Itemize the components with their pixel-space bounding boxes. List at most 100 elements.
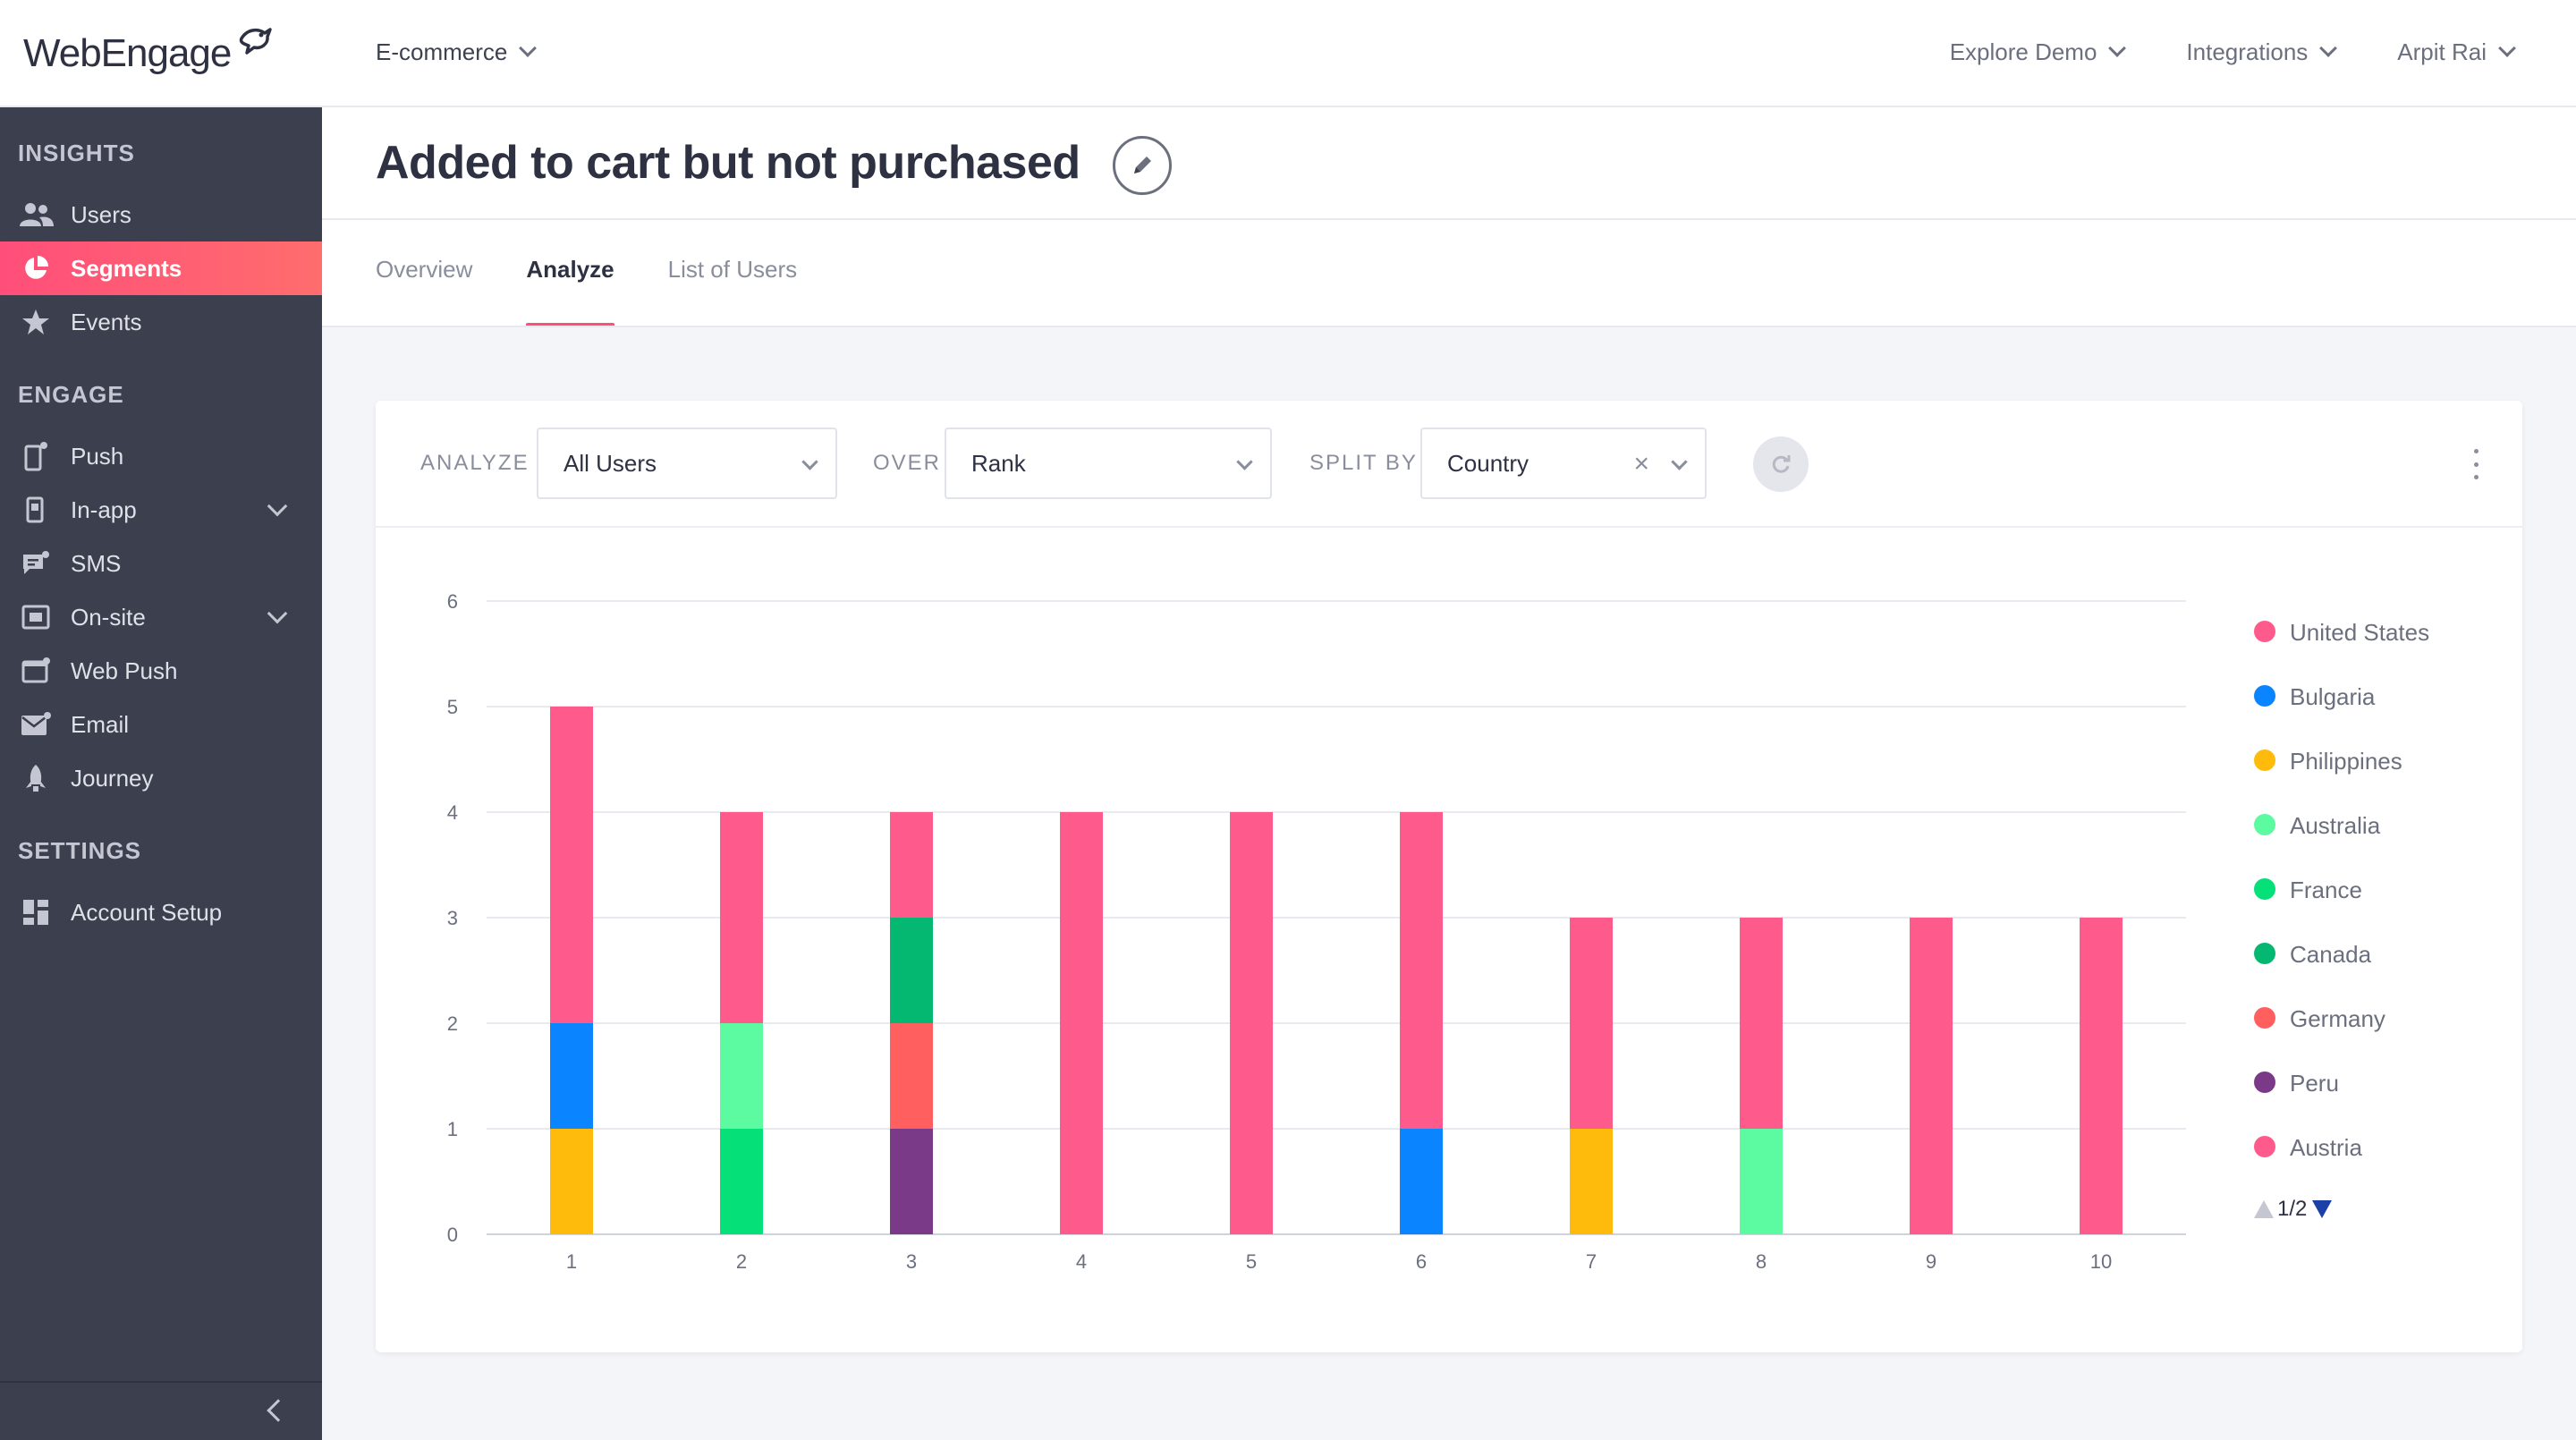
sidebar-item-on-site[interactable]: On-site	[0, 590, 322, 644]
user-menu[interactable]: Arpit Rai	[2397, 38, 2516, 66]
legend-item[interactable]: Canada	[2254, 934, 2487, 998]
bar-segment[interactable]	[1740, 918, 1783, 1129]
sidebar-item-label: Web Push	[71, 656, 178, 684]
logo-text: WebEngage	[23, 31, 232, 75]
split-by-select[interactable]: Country ×	[1420, 428, 1707, 499]
bar-segment[interactable]	[550, 1129, 593, 1234]
sidebar-item-label: Events	[71, 308, 142, 335]
sidebar-item-segments[interactable]: Segments	[0, 241, 322, 295]
bar-segment[interactable]	[890, 812, 933, 918]
sidebar-item-label: Account Setup	[71, 898, 223, 926]
rocket-icon	[18, 760, 54, 796]
analyze-select[interactable]: All Users	[537, 428, 837, 499]
sidebar-item-label: In-app	[71, 496, 137, 523]
sidebar-item-users[interactable]: Users	[0, 188, 322, 241]
stacked-bar-chart: 0 1 2 3 4 5 6 1 2 3 4 5 6 7 8 9 10	[447, 590, 2186, 1273]
sidebar-item-journey[interactable]: Journey	[0, 751, 322, 805]
bar-segment[interactable]	[1230, 812, 1273, 1234]
analyze-card: ANALYZE All Users OVER Rank SPLIT BY Cou…	[376, 401, 2522, 1352]
legend-item[interactable]: Germany	[2254, 998, 2487, 1063]
x-tick-label: 5	[1246, 1250, 1257, 1273]
legend-label: Bulgaria	[2290, 683, 2376, 710]
chevron-down-icon	[2319, 39, 2338, 57]
bar-segment[interactable]	[720, 812, 763, 1023]
header-divider	[322, 218, 2576, 220]
dashboard-icon	[18, 894, 54, 930]
explore-demo-menu[interactable]: Explore Demo	[1950, 38, 2127, 66]
tab-overview[interactable]: Overview	[376, 256, 473, 283]
bar-segment[interactable]	[1400, 1129, 1443, 1234]
page-title: Added to cart but not purchased	[376, 137, 1080, 189]
bar-segment[interactable]	[1400, 812, 1443, 1129]
pencil-icon	[1134, 157, 1151, 174]
bar-segment[interactable]	[720, 1023, 763, 1129]
legend-item[interactable]: Australia	[2254, 805, 2487, 869]
legend-item[interactable]: France	[2254, 869, 2487, 934]
chevron-down-icon[interactable]	[267, 603, 288, 624]
tab-list-of-users[interactable]: List of Users	[667, 256, 798, 283]
over-select[interactable]: Rank	[945, 428, 1272, 499]
segment-tabs: Overview Analyze List of Users	[376, 220, 851, 327]
legend-next-page-icon[interactable]	[2312, 1200, 2333, 1218]
legend-item[interactable]: United States	[2254, 612, 2487, 676]
legend-item[interactable]: Philippines	[2254, 741, 2487, 805]
edit-segment-button[interactable]	[1113, 136, 1172, 195]
bar-segment[interactable]	[890, 1023, 933, 1129]
legend-item[interactable]: Greece	[2254, 1191, 2487, 1195]
page-header: Added to cart but not purchased Overview…	[322, 107, 2576, 327]
sidebar-item-label: Segments	[71, 254, 182, 282]
bar-segment[interactable]	[550, 1023, 593, 1129]
more-options-icon[interactable]	[2472, 449, 2479, 479]
users-icon	[18, 197, 54, 233]
x-tick-label: 8	[1756, 1250, 1767, 1273]
integrations-menu[interactable]: Integrations	[2186, 38, 2338, 66]
legend-item[interactable]: Peru	[2254, 1063, 2487, 1127]
bar-segment[interactable]	[2080, 918, 2123, 1234]
legend-swatch	[2254, 685, 2275, 707]
chevron-down-icon	[519, 39, 538, 57]
bar-segment[interactable]	[1740, 1129, 1783, 1234]
sidebar-item-email[interactable]: Email	[0, 698, 322, 751]
clear-icon[interactable]: ×	[1633, 449, 1649, 479]
bar-segment[interactable]	[720, 1129, 763, 1234]
sidebar-item-label: Push	[71, 442, 124, 470]
sidebar-item-push[interactable]: Push	[0, 429, 322, 483]
workspace-dropdown[interactable]: E-commerce	[376, 34, 538, 70]
bar-segment[interactable]	[550, 707, 593, 1023]
y-tick-label: 3	[447, 907, 458, 929]
legend-swatch	[2254, 878, 2275, 900]
sidebar-section-insights: INSIGHTS	[18, 140, 135, 166]
bar-segment[interactable]	[890, 1129, 933, 1234]
tab-analyze[interactable]: Analyze	[526, 220, 614, 327]
sidebar-item-account-setup[interactable]: Account Setup	[0, 885, 322, 939]
bar-segment[interactable]	[1570, 1129, 1613, 1234]
sidebar-footer	[0, 1381, 322, 1440]
sidebar-item-web-push[interactable]: Web Push	[0, 644, 322, 698]
refresh-button[interactable]	[1753, 436, 1809, 492]
bar-segment[interactable]	[1910, 918, 1953, 1234]
legend-prev-page-icon[interactable]	[2254, 1200, 2274, 1218]
legend-swatch	[2254, 814, 2275, 835]
chevron-down-icon[interactable]	[267, 496, 288, 517]
legend-pager: 1/2	[2254, 1197, 2333, 1222]
user-name-label: Arpit Rai	[2397, 38, 2487, 65]
sidebar-item-sms[interactable]: SMS	[0, 537, 322, 590]
bar-segment[interactable]	[1570, 918, 1613, 1129]
legend-label: Philippines	[2290, 748, 2402, 775]
legend-label: United States	[2290, 619, 2430, 646]
bird-logo-icon	[240, 28, 273, 55]
legend-list: United States Bulgaria Philippines Australi…	[2254, 612, 2487, 1195]
legend-label: Canada	[2290, 941, 2372, 968]
bar-segment[interactable]	[1060, 812, 1103, 1234]
sidebar: INSIGHTS Users Segments Events ENGAGE Pu…	[0, 107, 322, 1440]
sidebar-item-events[interactable]: Events	[0, 295, 322, 349]
bar-segment[interactable]	[890, 918, 933, 1023]
header-bottom-border	[322, 326, 2576, 327]
webengage-logo[interactable]: WebEngage	[23, 25, 274, 82]
legend-page-indicator: 1/2	[2277, 1197, 2308, 1221]
collapse-sidebar-icon[interactable]	[267, 1399, 290, 1422]
x-tick-label: 7	[1586, 1250, 1597, 1273]
legend-item[interactable]: Austria	[2254, 1127, 2487, 1191]
legend-item[interactable]: Bulgaria	[2254, 676, 2487, 741]
sidebar-item-in-app[interactable]: In-app	[0, 483, 322, 537]
